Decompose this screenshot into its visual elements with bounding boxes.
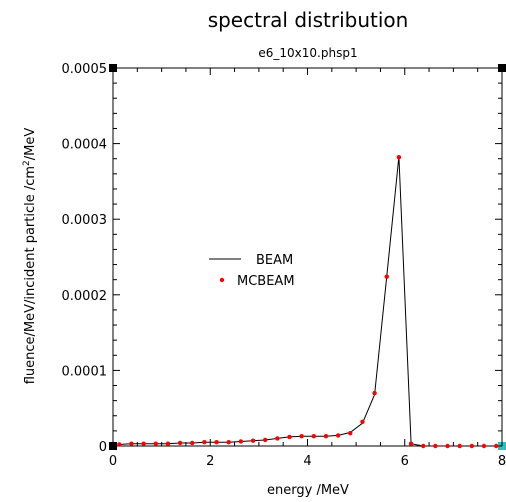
y-tick-label: 0.0001 xyxy=(62,364,108,379)
x-axis-label: energy /MeV xyxy=(267,483,349,498)
data-point-mcbeam xyxy=(202,440,207,445)
data-point-mcbeam xyxy=(481,443,487,449)
x-tick-label: 0 xyxy=(109,454,117,469)
data-point-mcbeam xyxy=(445,443,450,449)
y-axis-label-superscript: 2 xyxy=(22,160,32,166)
data-point-mcbeam xyxy=(311,433,317,439)
data-point-mcbeam xyxy=(214,440,219,445)
x-tick-label: 2 xyxy=(206,454,214,469)
data-point-mcbeam xyxy=(457,443,462,449)
legend-label-mcbeam: MCBEAM xyxy=(237,274,295,289)
data-point-mcbeam xyxy=(421,443,426,449)
chart-title: spectral distribution xyxy=(208,8,409,32)
data-point-mcbeam xyxy=(396,155,402,160)
y-tick-label: 0.0005 xyxy=(62,62,108,77)
data-point-mcbeam xyxy=(238,439,244,444)
plot-area xyxy=(117,155,499,449)
legend-marker-mcbeam xyxy=(219,277,225,283)
data-point-mcbeam xyxy=(384,274,389,279)
data-point-mcbeam xyxy=(372,390,377,396)
data-point-mcbeam xyxy=(190,440,195,446)
data-point-mcbeam xyxy=(323,433,329,439)
data-point-mcbeam xyxy=(433,443,438,449)
legend-label-beam: BEAM xyxy=(256,253,293,268)
data-point-mcbeam xyxy=(226,440,231,445)
data-point-mcbeam xyxy=(177,440,183,446)
data-point-mcbeam xyxy=(287,434,292,440)
data-point-mcbeam xyxy=(275,436,280,441)
y-tick-label: 0 xyxy=(99,440,107,455)
data-point-mcbeam xyxy=(299,433,304,439)
data-point-mcbeam xyxy=(408,441,414,446)
x-tick-label: 4 xyxy=(303,454,311,469)
x-tick-label: 6 xyxy=(401,454,409,469)
data-point-mcbeam xyxy=(250,438,256,443)
plot-frame xyxy=(112,67,503,447)
data-point-mcbeam xyxy=(165,441,171,446)
data-point-mcbeam xyxy=(141,441,146,446)
y-axis-label-main: fluence/MeV/incident particle /cm xyxy=(23,166,38,384)
y-axis-label-unit: /MeV xyxy=(23,128,38,161)
axis-ticks: 0 2 4 6 8 0 0.0001 0.0002 0.0003 0.0004 0.0005 xyxy=(62,62,506,469)
series-line-beam xyxy=(119,156,497,447)
data-point-mcbeam xyxy=(335,433,341,438)
data-point-mcbeam xyxy=(360,419,365,425)
y-tick-label: 0.0004 xyxy=(62,138,108,153)
data-point-mcbeam xyxy=(469,443,475,449)
x-tick-label: 8 xyxy=(498,454,506,469)
y-axis-label: fluence/MeV/incident particle /cm2/MeV xyxy=(22,128,38,385)
data-point-mcbeam xyxy=(348,430,353,436)
data-point-mcbeam xyxy=(153,441,158,446)
data-point-mcbeam xyxy=(262,437,268,443)
y-tick-label: 0.0002 xyxy=(62,289,108,304)
data-point-mcbeam xyxy=(493,443,499,449)
chart-subtitle: e6_10x10.phsp1 xyxy=(258,46,357,60)
data-point-mcbeam xyxy=(129,441,134,446)
y-tick-label: 0.0003 xyxy=(62,213,108,228)
legend: BEAM MCBEAM xyxy=(209,253,295,289)
data-point-mcbeam xyxy=(117,442,122,447)
